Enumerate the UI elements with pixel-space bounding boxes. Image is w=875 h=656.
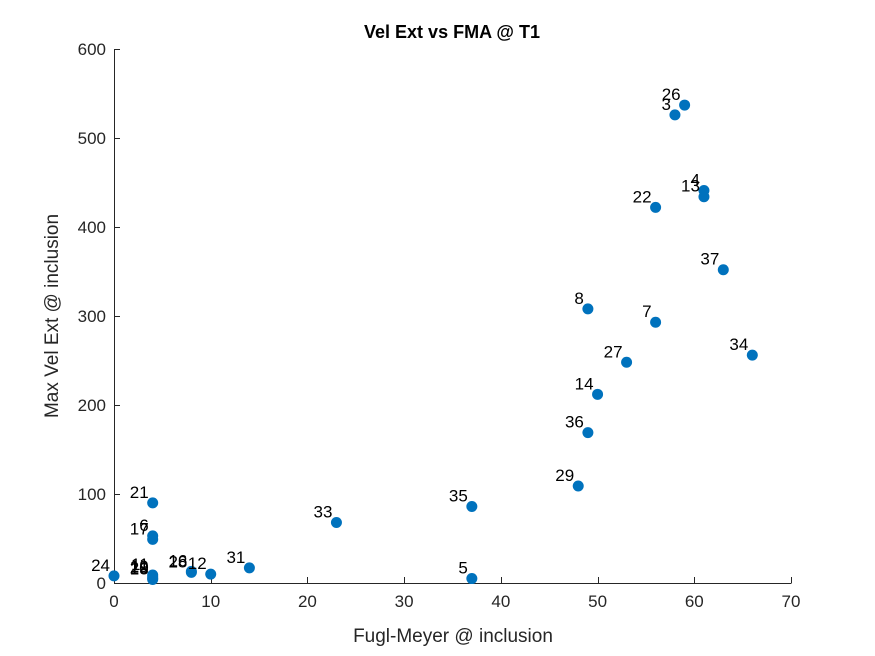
data-point-label: 31 bbox=[226, 548, 245, 567]
data-point-label: 7 bbox=[642, 302, 651, 321]
data-point bbox=[582, 427, 594, 439]
data-point bbox=[669, 109, 681, 121]
data-point-label: 14 bbox=[575, 374, 594, 393]
y-tick-label: 200 bbox=[78, 396, 106, 415]
y-tick-label: 300 bbox=[78, 307, 106, 326]
data-point bbox=[330, 516, 342, 528]
y-tick-label: 600 bbox=[78, 40, 106, 59]
data-point-label: 12 bbox=[188, 554, 207, 573]
x-tick-label: 50 bbox=[588, 592, 607, 611]
x-tick-label: 10 bbox=[201, 592, 220, 611]
x-axis-ticks: 0 10 20 30 40 50 60 70 bbox=[109, 577, 800, 611]
data-point-label: 11 bbox=[131, 555, 149, 574]
data-point bbox=[185, 566, 197, 578]
x-tick-label: 40 bbox=[491, 592, 510, 611]
data-point-label: 17 bbox=[130, 519, 149, 538]
data-point bbox=[108, 570, 120, 582]
x-tick-label: 30 bbox=[395, 592, 414, 611]
data-point-label: 5 bbox=[458, 559, 467, 578]
data-point-label: 20 bbox=[130, 559, 149, 578]
x-tick-label: 0 bbox=[109, 592, 118, 611]
data-point bbox=[582, 303, 594, 315]
data-point-label: 19 bbox=[130, 557, 149, 576]
data-point-label: 26 bbox=[662, 85, 681, 104]
data-point bbox=[650, 316, 662, 328]
data-point-label: 22 bbox=[633, 187, 652, 206]
data-markers bbox=[108, 99, 758, 585]
data-point-label: 35 bbox=[449, 486, 468, 505]
data-point bbox=[679, 99, 691, 111]
data-point bbox=[243, 562, 255, 574]
data-point bbox=[717, 264, 729, 276]
data-point bbox=[205, 568, 217, 580]
y-tick-label: 500 bbox=[78, 129, 106, 148]
data-point bbox=[147, 497, 159, 509]
data-point-label: 8 bbox=[574, 289, 583, 308]
chart-title: Vel Ext vs FMA @ T1 bbox=[364, 22, 540, 42]
data-point-label: 36 bbox=[565, 413, 584, 432]
data-point bbox=[698, 191, 710, 203]
y-tick-label: 400 bbox=[78, 218, 106, 237]
data-point bbox=[650, 201, 662, 213]
data-point-label: 34 bbox=[729, 335, 748, 354]
y-tick-label: 0 bbox=[97, 574, 106, 593]
y-axis-label: Max Vel Ext @ inclusion bbox=[42, 214, 63, 418]
data-point-label: 24 bbox=[91, 556, 110, 575]
data-point bbox=[466, 573, 478, 585]
data-point-label: 4 bbox=[690, 171, 699, 190]
x-tick-label: 20 bbox=[298, 592, 317, 611]
data-point-label: 18 bbox=[130, 559, 149, 578]
data-point bbox=[147, 533, 159, 545]
data-point bbox=[592, 388, 604, 400]
x-axis-label: Fugl-Meyer @ inclusion bbox=[353, 626, 553, 647]
y-tick-label: 100 bbox=[78, 485, 106, 504]
x-tick-label: 60 bbox=[685, 592, 704, 611]
data-point bbox=[621, 356, 633, 368]
y-axis-ticks: 0 100 200 300 400 500 600 bbox=[78, 40, 120, 593]
data-point-label: 3 bbox=[661, 95, 670, 114]
x-tick-label: 70 bbox=[782, 592, 801, 611]
data-point-label: 28 bbox=[168, 552, 187, 571]
data-point-label: 13 bbox=[681, 177, 700, 196]
data-point bbox=[572, 480, 584, 492]
data-point-label: 29 bbox=[555, 466, 574, 485]
data-point-label: 21 bbox=[130, 483, 149, 502]
data-point-label: 16 bbox=[168, 551, 187, 570]
data-point-label: 37 bbox=[700, 250, 719, 269]
data-point-label: 33 bbox=[314, 502, 333, 521]
data-point bbox=[147, 573, 159, 585]
data-point-label: 6 bbox=[139, 516, 148, 535]
data-point-label: 27 bbox=[604, 342, 623, 361]
data-point bbox=[746, 349, 758, 361]
data-point bbox=[466, 500, 478, 512]
